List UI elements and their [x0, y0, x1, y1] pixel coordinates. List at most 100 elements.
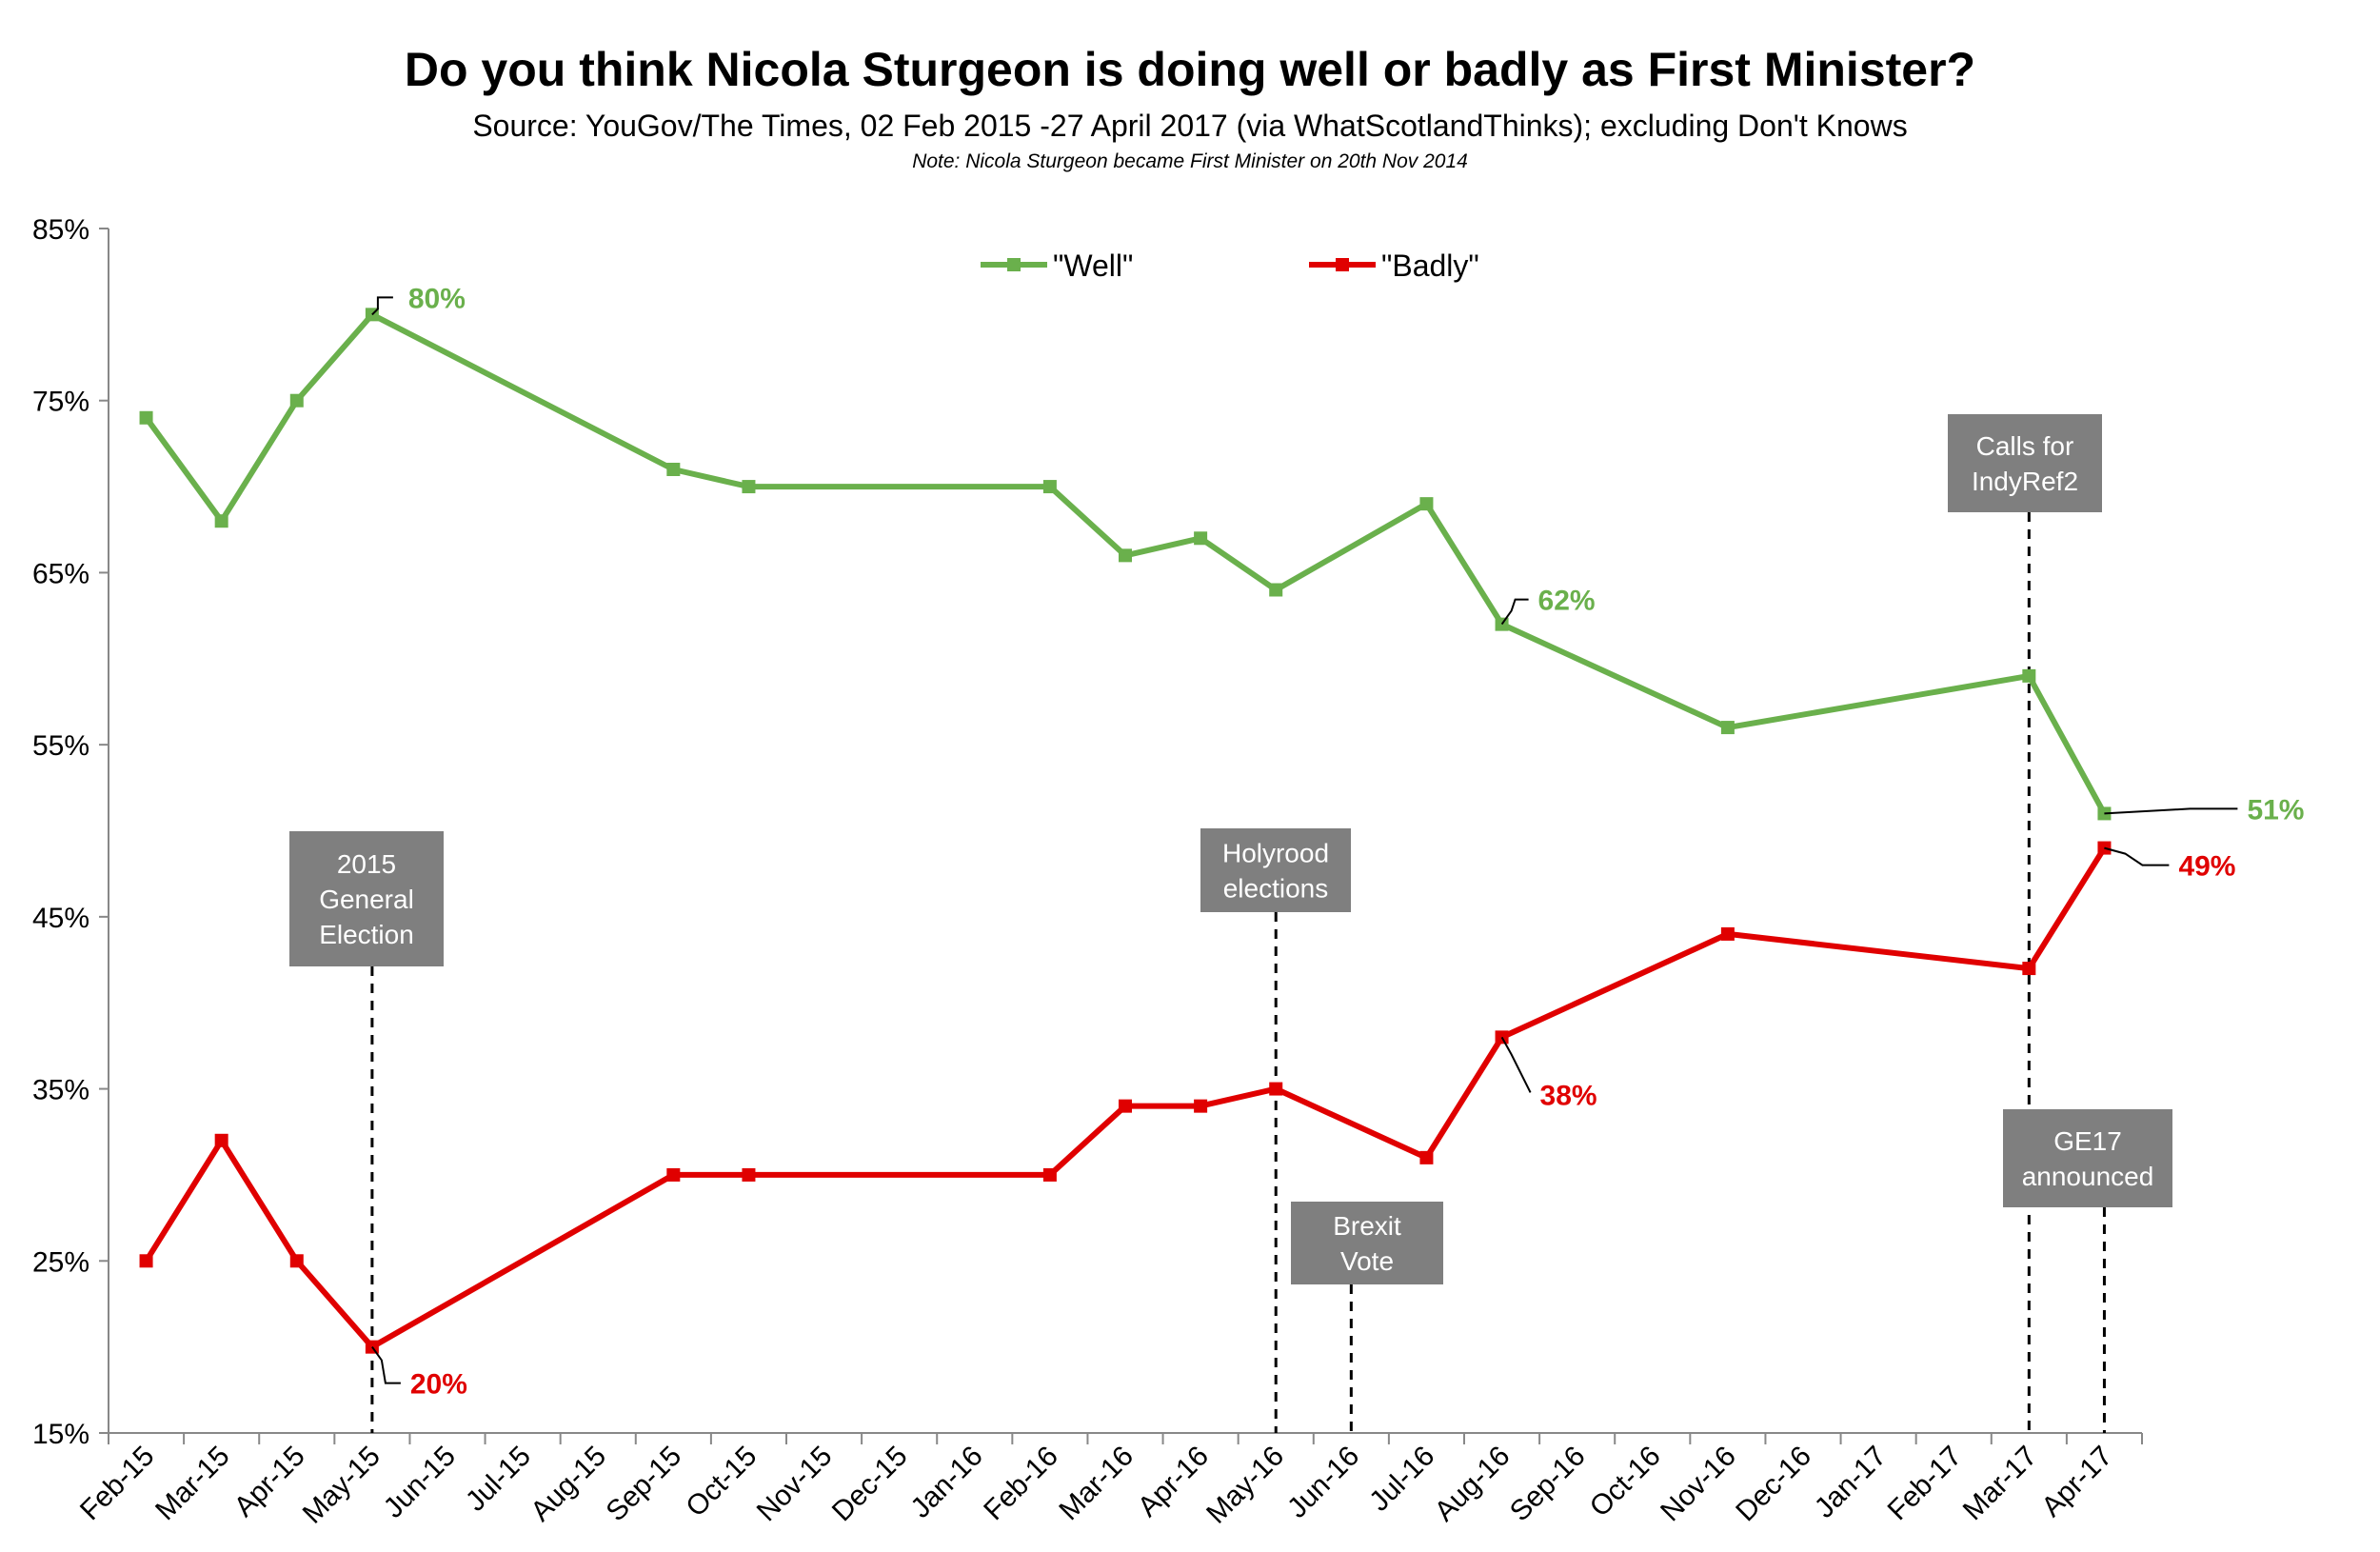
legend: "Well" "Badly"	[981, 249, 1479, 283]
y-ticks: 15% 25% 35% 45% 55% 65% 75% 85%	[32, 214, 109, 1450]
data-label-leader	[371, 296, 393, 316]
y-tick-label: 85%	[32, 214, 89, 246]
data-point-badly	[1419, 1150, 1434, 1164]
data-point-well	[1042, 480, 1057, 494]
x-tick-label: Jan-16	[905, 1441, 989, 1524]
annotation-text: Holyrood	[1222, 839, 1329, 868]
y-tick-label: 45%	[32, 903, 89, 934]
data-point-well	[2022, 668, 2036, 683]
x-tick-label: Aug-16	[1429, 1441, 1517, 1528]
x-tick-label: May-15	[297, 1441, 387, 1530]
data-point-badly	[1720, 926, 1735, 941]
annotation-text: General	[319, 885, 414, 914]
data-point-well	[289, 393, 304, 408]
x-tick-label: Apr-17	[2035, 1441, 2118, 1523]
x-tick-label: Feb-15	[74, 1441, 161, 1527]
annotation-text: 2015	[337, 849, 396, 879]
data-point-badly	[1269, 1082, 1283, 1096]
data-point-well	[742, 480, 756, 494]
x-tick-label: Oct-16	[1584, 1441, 1667, 1523]
annotation-text: GE17	[2053, 1126, 2122, 1156]
legend-label-well: "Well"	[1053, 249, 1133, 283]
y-tick-label: 65%	[32, 558, 89, 589]
annotation-text: elections	[1223, 874, 1329, 904]
annotation-box	[1948, 414, 2102, 512]
chart-title: Do you think Nicola Sturgeon is doing we…	[405, 43, 1975, 96]
x-tick-label: Feb-17	[1882, 1441, 1969, 1527]
legend-item-well: "Well"	[981, 249, 1133, 283]
data-label-leader	[1500, 1036, 1532, 1093]
annotation-text: Vote	[1340, 1246, 1394, 1276]
x-tick-label: Nov-15	[751, 1441, 839, 1528]
x-tick-label: Nov-16	[1655, 1441, 1742, 1528]
chart-subtitle: Source: YouGov/The Times, 02 Feb 2015 -2…	[472, 109, 1907, 143]
data-label: 49%	[2178, 851, 2235, 883]
legend-item-badly: "Badly"	[1309, 249, 1479, 283]
series-line-well	[144, 311, 2108, 815]
data-point-badly	[289, 1254, 304, 1268]
x-tick-label: Jan-17	[1809, 1441, 1893, 1524]
data-point-well	[214, 514, 228, 528]
data-point-well	[139, 410, 153, 425]
data-point-well	[1419, 497, 1434, 511]
data-label: 51%	[2247, 794, 2304, 826]
data-point-well	[1119, 548, 1132, 563]
x-tick-label: Mar-17	[1957, 1441, 2044, 1527]
chart-note: Note: Nicola Sturgeon became First Minis…	[912, 150, 1468, 172]
annotations: 2015 General Election Holyrood elections Brex…	[289, 414, 2172, 1433]
x-tick-label: Oct-15	[680, 1441, 763, 1523]
x-tick-label: Mar-15	[149, 1441, 236, 1527]
data-label: 20%	[410, 1369, 467, 1401]
data-point-badly	[139, 1254, 153, 1268]
x-tick-label: May-16	[1200, 1441, 1290, 1530]
data-label: 80%	[408, 283, 466, 314]
data-point-badly	[666, 1167, 681, 1182]
data-label-leader	[2104, 807, 2238, 815]
annotation-text: Election	[319, 920, 414, 949]
x-tick-label: Jun-15	[378, 1441, 462, 1524]
x-tick-label: Dec-15	[826, 1441, 914, 1528]
x-tick-label: Aug-15	[525, 1441, 612, 1528]
annotation-text: IndyRef2	[1972, 467, 2078, 496]
annotation-text: Brexit	[1333, 1211, 1401, 1241]
data-label-leader	[1500, 598, 1529, 626]
data-point-badly	[1495, 1030, 1509, 1045]
y-tick-label: 15%	[32, 1419, 89, 1450]
data-label-leader	[2104, 846, 2170, 866]
y-tick-label: 75%	[32, 387, 89, 418]
annotation-box	[2003, 1109, 2172, 1207]
annotation-text: announced	[2022, 1162, 2154, 1191]
annotation-box	[289, 831, 444, 966]
x-tick-label: Sep-15	[601, 1441, 688, 1528]
axes	[108, 229, 2142, 1434]
x-tick-label: Jun-16	[1281, 1441, 1365, 1524]
legend-marker-well	[1007, 258, 1021, 271]
data-point-badly	[214, 1133, 228, 1147]
data-label-leader	[371, 1346, 401, 1384]
legend-marker-badly	[1336, 258, 1349, 271]
y-tick-label: 35%	[32, 1075, 89, 1106]
x-tick-label: Sep-16	[1504, 1441, 1592, 1528]
data-point-well	[1194, 531, 1208, 546]
x-tick-label: Feb-16	[978, 1441, 1064, 1527]
x-ticks: Feb-15Mar-15Apr-15May-15Jun-15Jul-15Aug-…	[74, 1433, 2143, 1530]
x-tick-label: Mar-16	[1053, 1441, 1140, 1527]
x-tick-label: Dec-16	[1730, 1441, 1817, 1528]
data-point-well	[1720, 721, 1735, 735]
annotation-text: Calls for	[1976, 431, 2074, 461]
data-point-badly	[1042, 1167, 1057, 1182]
data-label: 62%	[1538, 586, 1596, 617]
series-group	[139, 308, 2112, 1354]
data-label: 38%	[1540, 1080, 1597, 1111]
annotation-box	[1200, 828, 1351, 912]
data-point-badly	[1119, 1099, 1132, 1113]
data-labels: 80% 62% 51% 20% 38% 49%	[371, 283, 2304, 1401]
data-point-badly	[2022, 962, 2036, 976]
data-point-well	[666, 463, 681, 476]
y-tick-label: 55%	[32, 730, 89, 762]
data-point-well	[1495, 617, 1509, 631]
annotation-box	[1291, 1202, 1443, 1284]
data-point-well	[1269, 583, 1283, 597]
y-tick-label: 25%	[32, 1246, 89, 1278]
